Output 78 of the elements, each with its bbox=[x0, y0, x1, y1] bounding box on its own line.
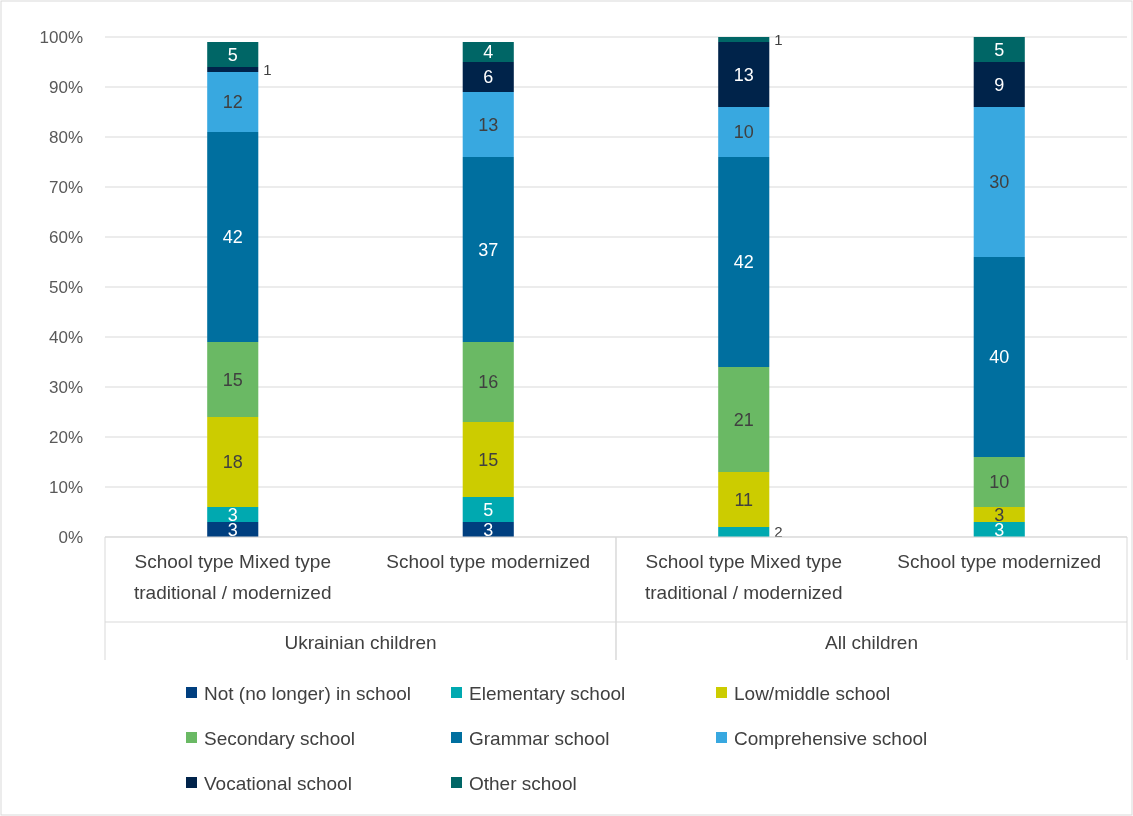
data-label: 15 bbox=[222, 369, 243, 390]
data-label: 37 bbox=[478, 239, 499, 260]
bar bbox=[718, 107, 770, 157]
bar bbox=[207, 67, 259, 72]
bar bbox=[207, 42, 259, 67]
bar bbox=[462, 157, 514, 342]
data-label: 9 bbox=[994, 74, 1005, 95]
bar bbox=[973, 457, 1025, 507]
y-tick-label: 0% bbox=[58, 527, 83, 547]
bar bbox=[973, 107, 1025, 257]
bar bbox=[718, 367, 770, 472]
y-tick-label: 30% bbox=[48, 377, 83, 397]
data-label: 4 bbox=[483, 42, 494, 63]
data-label: 5 bbox=[994, 39, 1005, 60]
data-label: 30 bbox=[989, 172, 1010, 193]
text: Ukrainian children bbox=[284, 632, 437, 653]
data-label: 2 bbox=[774, 523, 783, 541]
bar bbox=[207, 132, 259, 342]
bar bbox=[462, 497, 514, 522]
y-tick-label: 40% bbox=[48, 327, 83, 347]
legend-label: Secondary school bbox=[204, 727, 356, 749]
bar bbox=[207, 417, 259, 507]
bar bbox=[718, 42, 770, 107]
bar bbox=[718, 157, 770, 367]
y-tick-label: 80% bbox=[48, 127, 83, 147]
data-label: 13 bbox=[733, 64, 754, 85]
x-tick-label: School type modernized bbox=[386, 551, 591, 572]
bar bbox=[973, 257, 1025, 457]
data-label: 3 bbox=[483, 519, 494, 540]
bar bbox=[462, 422, 514, 497]
data-label: 11 bbox=[734, 489, 754, 510]
bar bbox=[973, 62, 1025, 107]
y-tick-label: 60% bbox=[48, 227, 83, 247]
bar bbox=[207, 342, 259, 417]
data-label: 12 bbox=[222, 92, 243, 113]
legend-label: Grammar school bbox=[469, 727, 610, 749]
data-label: 1 bbox=[263, 60, 272, 78]
legend-label: Not (no longer) in school bbox=[204, 682, 411, 704]
data-label: 42 bbox=[733, 252, 754, 273]
data-label: 40 bbox=[989, 347, 1010, 368]
data-label: 15 bbox=[478, 449, 499, 470]
y-tick-label: 100% bbox=[39, 27, 83, 47]
legend-label: Comprehensive school bbox=[734, 727, 928, 749]
data-label: 5 bbox=[483, 499, 494, 520]
data-label: 13 bbox=[478, 114, 499, 135]
y-tick-label: 20% bbox=[48, 427, 83, 447]
data-label: 6 bbox=[483, 67, 494, 88]
y-tick-label: 50% bbox=[48, 277, 83, 297]
bar bbox=[973, 507, 1025, 522]
data-label: 10 bbox=[733, 122, 754, 143]
legend-label: Other school bbox=[469, 772, 577, 794]
text: All children bbox=[825, 632, 918, 653]
data-label: 5 bbox=[227, 44, 238, 65]
legend-label: Low/middle school bbox=[734, 682, 891, 704]
bar bbox=[718, 527, 770, 537]
bar bbox=[973, 37, 1025, 62]
y-tick-label: 10% bbox=[48, 477, 83, 497]
data-label: 10 bbox=[989, 472, 1010, 493]
bar bbox=[718, 472, 770, 527]
data-label: 42 bbox=[222, 227, 243, 248]
bar bbox=[207, 72, 259, 132]
y-tick-label: 70% bbox=[48, 177, 83, 197]
y-tick-label: 90% bbox=[48, 77, 83, 97]
data-label: 1 bbox=[774, 30, 783, 48]
bar bbox=[718, 37, 770, 42]
bar bbox=[462, 62, 514, 92]
data-label: 21 bbox=[733, 409, 754, 430]
bar bbox=[462, 42, 514, 62]
data-label: 16 bbox=[478, 372, 499, 393]
bar bbox=[462, 92, 514, 157]
bar bbox=[462, 342, 514, 422]
legend-label: Vocational school bbox=[204, 772, 352, 794]
data-label: 18 bbox=[222, 452, 243, 473]
x-tick-label: School type Mixed type traditional / modernized bbox=[645, 551, 843, 603]
legend-label: Elementary school bbox=[469, 682, 626, 704]
x-tick-label: School type Mixed type traditional / modernized bbox=[134, 551, 332, 603]
x-tick-label: School type modernized bbox=[897, 551, 1102, 572]
bar bbox=[207, 507, 259, 522]
